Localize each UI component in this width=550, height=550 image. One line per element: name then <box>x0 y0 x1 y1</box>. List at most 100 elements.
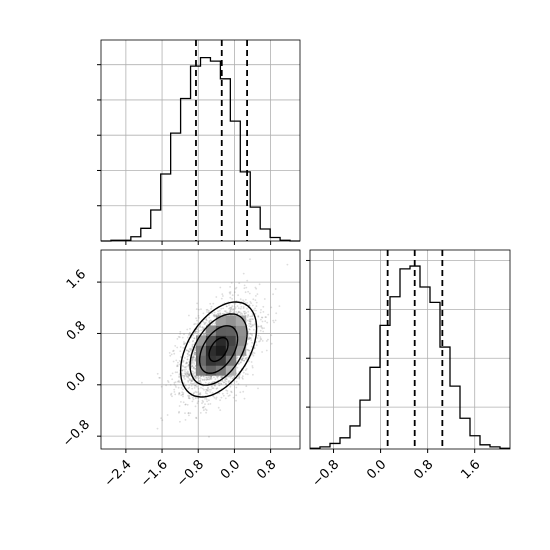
scatter-point <box>184 384 187 387</box>
scatter-point <box>189 348 192 351</box>
scatter-point <box>196 323 199 325</box>
scatter-point <box>243 359 246 362</box>
scatter-point <box>217 312 220 315</box>
scatter-point <box>193 323 196 326</box>
scatter-point <box>236 357 239 359</box>
scatter-point <box>217 382 220 384</box>
scatter-point <box>186 358 189 360</box>
scatter-point <box>259 340 262 342</box>
scatter-point <box>187 334 190 336</box>
scatter-point <box>237 311 240 313</box>
scatter-point <box>229 292 232 295</box>
x-tick-label: 0.8 <box>254 457 279 482</box>
scatter-point <box>187 353 189 356</box>
scatter-point <box>199 376 201 379</box>
scatter-point <box>203 405 206 408</box>
scatter-point <box>208 376 211 379</box>
scatter-point <box>221 293 224 295</box>
scatter-point <box>207 390 209 392</box>
scatter-point <box>204 398 206 400</box>
scatter-point <box>249 258 251 260</box>
scatter-point <box>169 384 172 386</box>
scatter-point <box>209 391 212 393</box>
scatter-point <box>270 342 273 345</box>
scatter-point <box>208 399 210 402</box>
scatter-point <box>207 403 210 406</box>
scatter-point <box>265 340 268 342</box>
scatter-point <box>178 392 181 395</box>
scatter-point <box>205 379 208 381</box>
scatter-point <box>265 349 268 352</box>
x-tick-labels-hist-y: −0.8 0.0 0.8 1.6 <box>309 457 483 490</box>
scatter-point <box>193 353 196 356</box>
scatter-point <box>191 387 194 390</box>
scatter-point <box>225 383 228 386</box>
scatter-point <box>188 373 190 375</box>
scatter-point <box>179 332 182 335</box>
scatter-point <box>263 327 265 329</box>
scatter-point <box>242 307 245 310</box>
scatter-point <box>197 397 200 400</box>
scatter-point <box>212 381 214 383</box>
scatter-point <box>203 332 206 335</box>
scatter-point <box>228 380 231 383</box>
scatter-point <box>224 379 226 381</box>
scatter-point <box>180 394 183 397</box>
scatter-point <box>214 384 216 387</box>
scatter-point <box>263 298 266 300</box>
scatter-point <box>257 334 260 337</box>
scatter-point <box>246 279 249 282</box>
scatter-point <box>240 361 242 363</box>
scatter-point <box>261 326 263 329</box>
scatter-point <box>190 365 193 368</box>
scatter-point <box>239 361 242 364</box>
scatter-point <box>211 312 213 315</box>
scatter-point <box>212 302 215 305</box>
scatter-point <box>178 410 181 413</box>
y-tick-label: 0.0 <box>64 370 89 395</box>
scatter-point <box>210 305 213 308</box>
scatter-point <box>248 318 251 321</box>
scatter-point <box>186 372 189 375</box>
scatter-point <box>211 392 214 394</box>
scatter-point <box>196 330 198 333</box>
scatter-point <box>259 338 262 340</box>
scatter-point <box>202 409 205 412</box>
scatter-point <box>188 414 190 417</box>
scatter-point <box>201 378 204 381</box>
scatter-point <box>223 310 226 313</box>
scatter-point <box>257 387 259 390</box>
scatter-point <box>218 392 221 395</box>
scatter-point <box>233 291 236 294</box>
scatter-point <box>256 337 259 339</box>
scatter-point <box>230 390 233 393</box>
scatter-point <box>222 307 225 310</box>
scatter-point <box>184 370 187 372</box>
scatter-point <box>199 324 201 327</box>
scatter-point <box>198 393 200 396</box>
scatter-point <box>246 373 249 376</box>
scatter-point <box>262 305 265 308</box>
scatter-point <box>183 368 186 371</box>
scatter-point <box>191 362 194 364</box>
scatter-point <box>251 315 254 317</box>
scatter-point <box>220 383 223 386</box>
scatter-point <box>199 381 202 384</box>
scatter-point <box>237 307 240 310</box>
scatter-point <box>193 387 196 389</box>
scatter-point <box>182 365 185 368</box>
scatter-point <box>188 454 190 456</box>
scatter-point <box>177 386 180 389</box>
scatter-point <box>181 369 184 372</box>
scatter-point <box>177 379 180 382</box>
scatter-point <box>257 315 260 318</box>
scatter-point <box>192 356 195 359</box>
scatter-point <box>191 365 194 368</box>
scatter-point <box>219 286 222 289</box>
scatter-point <box>238 377 241 380</box>
scatter-point <box>220 297 223 300</box>
scatter-point <box>248 325 251 327</box>
scatter-point <box>200 375 202 378</box>
scatter-point <box>249 337 251 340</box>
scatter-point <box>206 308 209 311</box>
